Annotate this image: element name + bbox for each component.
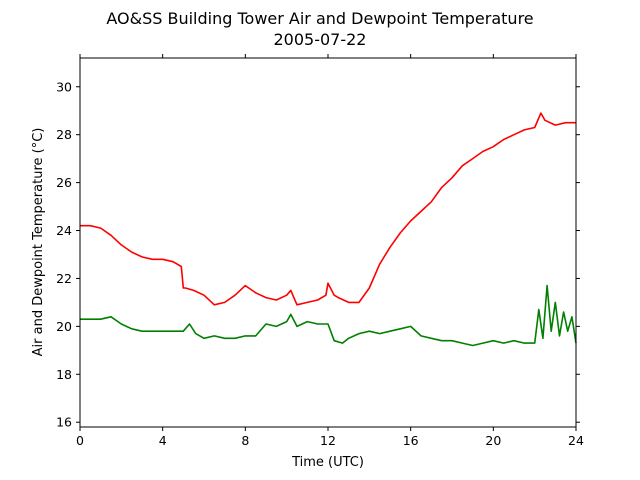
plot-frame [79,57,577,428]
y-tick-label: 20 [56,319,72,334]
y-tick-label: 30 [56,79,72,94]
series-line-0 [80,112,576,306]
x-tick-label: 16 [403,433,419,448]
x-tick-label: 0 [76,433,84,448]
x-tick-label: 20 [485,433,501,448]
y-tick-label: 24 [56,223,72,238]
y-axis-label: Air and Dewpoint Temperature (°C) [31,128,46,357]
chart-title: AO&SS Building Tower Air and Dewpoint Te… [106,9,533,28]
y-tick-label: 16 [56,415,72,430]
y-tick-label: 18 [56,367,72,382]
y-tick-label: 28 [56,127,72,142]
x-tick-label: 8 [241,433,249,448]
chart-subtitle: 2005-07-22 [274,30,367,49]
series-line-1 [80,284,577,347]
ticks-layer: 0 4 8 12 16 20 24 16 18 20 22 24 26 28 30 [56,54,584,448]
x-tick-label: 12 [320,433,336,448]
x-tick-label: 24 [568,433,584,448]
x-tick-label: 4 [159,433,167,448]
series-layer [80,112,577,347]
y-tick-label: 26 [56,175,72,190]
x-axis-label: Time (UTC) [291,455,364,470]
y-tick-label: 22 [56,271,72,286]
